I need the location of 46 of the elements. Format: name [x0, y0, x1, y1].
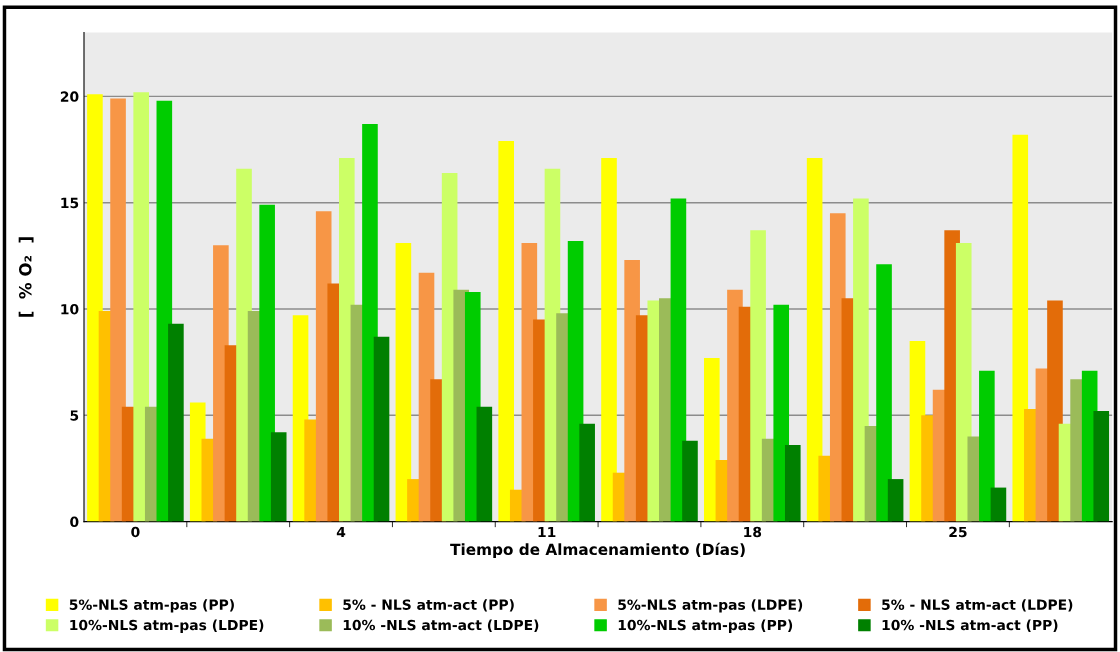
- legend-label: 5% - NLS atm-act (LDPE): [882, 599, 1073, 612]
- x-tick-label: 4: [336, 526, 346, 538]
- bar: [887, 479, 904, 522]
- bar: [784, 445, 801, 522]
- bar: [270, 432, 287, 522]
- bar: [704, 357, 720, 522]
- bar: [168, 323, 184, 522]
- y-tick-label: 20: [60, 91, 79, 102]
- y-tick-label: 5: [70, 410, 79, 421]
- legend-label: 10% -NLS atm-act (PP): [882, 619, 1058, 632]
- x-tick-label: 25: [949, 526, 967, 538]
- legend-label: 5%-NLS atm-pas (LDPE): [618, 599, 803, 613]
- bar: [498, 141, 514, 522]
- bar: [853, 198, 869, 522]
- bar: [979, 370, 995, 522]
- bar: [373, 336, 390, 522]
- x-tick-label: 0: [131, 526, 140, 538]
- y-tick-label: 15: [61, 197, 79, 209]
- bar: [395, 243, 412, 522]
- legend-label: 5% - NLS atm-act (PP): [343, 599, 514, 612]
- bar: [110, 98, 126, 522]
- y-tick-label: 0: [70, 516, 79, 528]
- bar: [1093, 411, 1110, 522]
- bar: [670, 198, 687, 522]
- bar: [579, 423, 595, 522]
- x-tick-label: 18: [744, 526, 762, 538]
- bar: [750, 230, 766, 522]
- bar: [682, 440, 698, 522]
- bar: [773, 304, 790, 522]
- legend-label: 10% -NLS atm-act (LDPE): [343, 619, 539, 632]
- x-tick-label: 11: [538, 526, 556, 538]
- legend-label: 5%-NLS atm-pas (PP): [69, 599, 234, 613]
- bar: [806, 158, 823, 522]
- legend-label: 10%-NLS atm-pas (LDPE): [70, 619, 264, 633]
- bar: [1012, 134, 1029, 522]
- bar: [876, 264, 892, 522]
- x-axis-title: Tiempo de Almacenamiento (Días): [450, 542, 745, 559]
- y-axis-title: [ % O₂ ]: [18, 237, 34, 317]
- bar: [990, 487, 1007, 522]
- bar: [476, 406, 493, 522]
- bar: [955, 243, 972, 522]
- bar: [133, 92, 149, 522]
- legend-label: 10%-NLS atm-pas (PP): [618, 619, 793, 633]
- bar: [259, 204, 275, 522]
- y-tick-label: 10: [61, 303, 79, 315]
- bar: [601, 158, 617, 522]
